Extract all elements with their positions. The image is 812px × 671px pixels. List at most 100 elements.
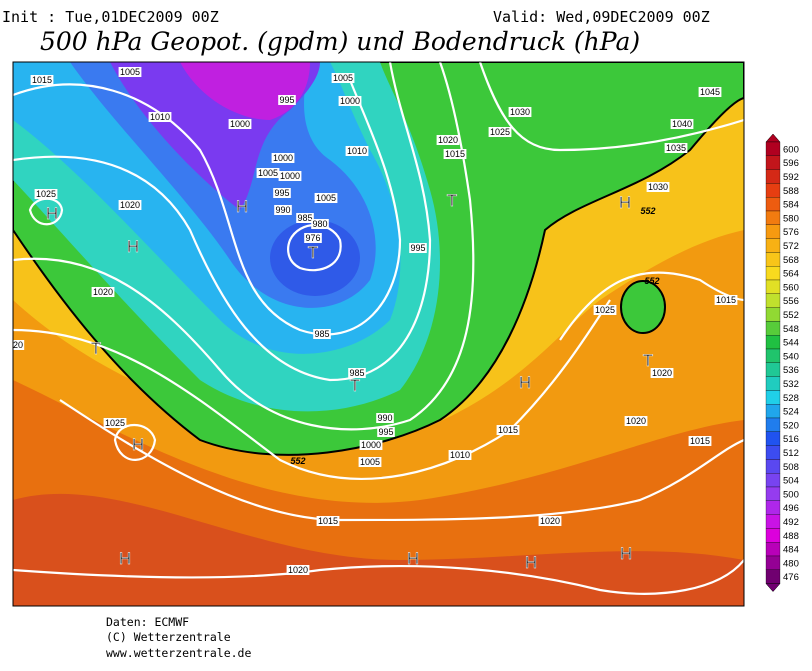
isobar-label-bg [358,457,382,467]
isobar-label: 1025 [490,127,510,137]
footer-source: Daten: ECMWF [106,615,189,629]
pressure-center: T [447,191,457,210]
colorbar-swatch [765,486,781,501]
colorbar-label: 580 [783,213,799,224]
isobar-label: 1020 [626,416,646,426]
isobar-label: 1015 [716,295,736,305]
colorbar-label: 548 [783,324,799,335]
isobar-label-bg [646,182,670,192]
isobar-label-bg [338,96,362,106]
pressure-center: T [91,339,101,358]
pressure-center: H [236,197,248,216]
isobar-label: 985 [297,213,312,223]
isobar-label: 1040 [672,119,692,129]
isobar-label-bg [274,205,292,215]
colorbar-swatch [765,169,781,184]
isobar-label: 1005 [333,73,353,83]
colorbar-label: 600 [783,144,799,155]
isobar-label-bg [436,135,460,145]
colorbar-label: 560 [783,282,799,293]
isobar-label-bg [376,413,394,423]
colorbar-swatch [765,279,781,294]
colorbar-label: 576 [783,227,799,238]
colorbar-label: 540 [783,351,799,362]
isobar-label: 976 [305,233,320,243]
colorbar-label: 592 [783,172,799,183]
contour-label: 552 [290,456,305,466]
isobar-label-bg [714,295,738,305]
isobar-label: 1020 [652,368,672,378]
isobar-label-bg [271,153,295,163]
isobar-label-bg [148,112,172,122]
colorbar-swatch [765,197,781,212]
isobar-label-bg [228,119,252,129]
colorbar-bottom [765,583,781,592]
isobar-label: 995 [279,95,294,105]
isobar-label: 1005 [120,67,140,77]
isobar-label: 980 [312,219,327,229]
pressure-center: T [350,376,360,395]
isobar-label: 1020 [540,516,560,526]
colorbar-swatch [765,155,781,170]
colorbar-label: 596 [783,158,799,169]
colorbar-label: 492 [783,517,799,528]
isobar-label-bg [345,146,369,156]
colorbar-label: 520 [783,420,799,431]
pressure-center: H [127,237,139,256]
colorbar-swatch [765,266,781,281]
isobar-label: 990 [377,413,392,423]
isobar-label-bg [296,213,314,223]
isobar-label: 1000 [361,440,381,450]
colorbar-swatch [765,431,781,446]
isobar-label-bg [448,450,472,460]
valid-time: Valid: Wed,09DEC2009 00Z [493,8,710,26]
isobar-label: 995 [274,188,289,198]
isobar-label-bg [496,425,520,435]
colorbar-swatch [765,141,781,156]
colorbar-label: 496 [783,503,799,514]
isobar-label: 1000 [280,171,300,181]
pressure-center: H [519,373,531,392]
isobar-label-bg [118,67,142,77]
isobar-label: 1010 [347,146,367,156]
colorbar-label: 488 [783,531,799,542]
isobar-label-bg [313,329,331,339]
colorbar-swatch [765,390,781,405]
isobar-label-bg [359,440,383,450]
colorbar-swatch [765,321,781,336]
isobar-label-bg [409,243,427,253]
colorbar-label: 564 [783,269,799,280]
isobar-label-bg [91,287,115,297]
isobar-label: 1005 [258,168,278,178]
colorbar-label: 476 [783,572,799,583]
colorbar-label: 524 [783,407,799,418]
isobar-label-bg [331,73,355,83]
colorbar-swatch [765,362,781,377]
colorbar: 600 596 592 588 584 580 576 572 568 564 560 556 552 5… [765,133,799,592]
footer-copyright: (C) Wetterzentrale [106,630,231,644]
pressure-center: H [620,544,632,563]
map-title: 500 hPa Geopot. (gpdm) und Bodendruck (h… [40,27,640,56]
colorbar-swatch [765,376,781,391]
colorbar-label: 556 [783,296,799,307]
colorbar-swatch [765,404,781,419]
isobar-label-bg [593,305,617,315]
isobar-label: 1035 [666,143,686,153]
isobar-label: 1025 [105,418,125,428]
colorbar-swatch [765,569,781,584]
contour-label: 552 [640,206,655,216]
colorbar-swatch [765,238,781,253]
isobar-label: 990 [275,205,290,215]
colorbar-label: 552 [783,310,799,321]
init-time: Init : Tue,01DEC2009 00Z [2,8,219,26]
isobar-label-bg [314,193,338,203]
isobar-label-bg [688,436,712,446]
isobar-label: 985 [349,368,364,378]
colorbar-label: 588 [783,186,799,197]
isobar-label: 1005 [360,457,380,467]
isobar-label-bg [316,516,340,526]
isobar-label-bg [348,368,366,378]
isobar-label-bg [443,149,467,159]
colorbar-swatch [765,445,781,460]
isobar-label: 995 [378,427,393,437]
